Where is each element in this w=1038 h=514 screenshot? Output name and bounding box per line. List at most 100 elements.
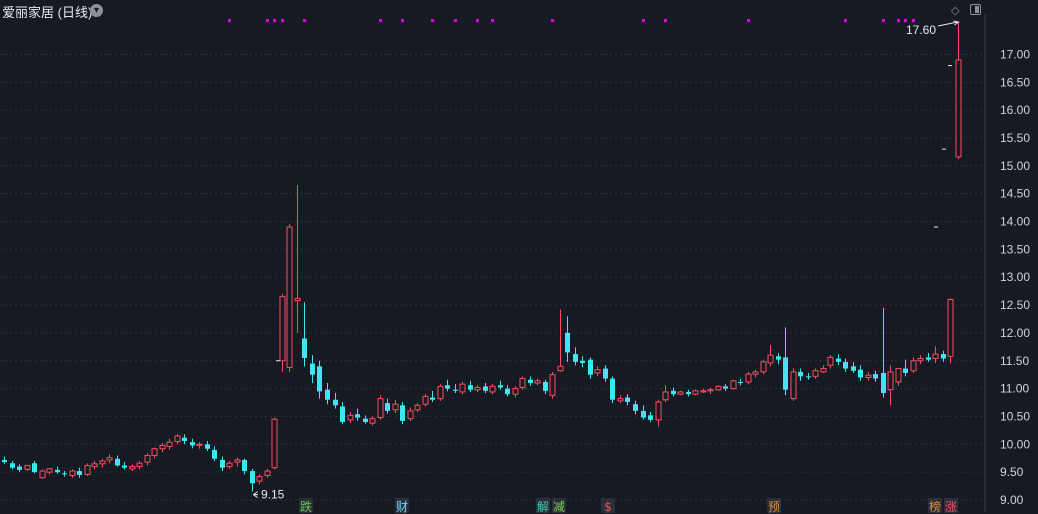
- candle: [325, 383, 330, 405]
- candle: [910, 357, 917, 374]
- event-marker[interactable]: 减: [552, 498, 566, 514]
- candle: [806, 373, 811, 380]
- candle: [926, 352, 931, 362]
- candle-body: [671, 390, 676, 395]
- chevron-down-icon[interactable]: ▾: [90, 4, 103, 17]
- event-marker-label: 解: [537, 500, 549, 514]
- high-annotation-line: [937, 21, 958, 27]
- candle-body: [662, 391, 669, 401]
- candle: [528, 376, 533, 386]
- candle-body: [498, 385, 503, 388]
- candle-body: [836, 358, 841, 362]
- candle-body: [302, 338, 307, 358]
- candle-body: [2, 459, 7, 463]
- candle: [903, 359, 908, 377]
- candle-body: [677, 391, 684, 395]
- y-tick-label: 12.50: [1000, 298, 1030, 312]
- candle: [865, 371, 872, 381]
- candle-body: [812, 370, 819, 377]
- candle: [798, 368, 803, 381]
- candle-body: [122, 465, 127, 468]
- signal-dot: [912, 19, 915, 22]
- candle: [24, 464, 31, 472]
- stock-title: 爱丽家居 (日线): [2, 5, 93, 20]
- candle-body: [543, 381, 548, 391]
- candle-body: [279, 296, 286, 362]
- candle: [271, 417, 278, 470]
- candle: [302, 302, 307, 367]
- candle: [437, 384, 444, 401]
- candle: [347, 411, 354, 424]
- y-tick-label: 13.50: [1000, 242, 1030, 256]
- signal-dot: [401, 19, 404, 22]
- candle-body: [776, 356, 781, 360]
- candle: [625, 394, 630, 406]
- candle-body: [437, 385, 444, 400]
- signal-dot: [551, 19, 554, 22]
- candle-body: [588, 359, 593, 375]
- event-marker-bg: [552, 498, 566, 513]
- signal-dot: [897, 19, 900, 22]
- candle: [543, 379, 548, 395]
- low-annotation-arrow: [252, 491, 258, 499]
- candle-body: [136, 462, 143, 468]
- event-marker[interactable]: $: [601, 498, 615, 514]
- event-marker[interactable]: 预: [767, 498, 781, 514]
- event-marker[interactable]: 跌: [299, 498, 313, 514]
- candle: [895, 368, 902, 386]
- candle-body: [144, 454, 151, 463]
- candle-body: [783, 357, 788, 390]
- candle-body: [422, 395, 429, 405]
- candle-body: [790, 371, 797, 400]
- event-marker[interactable]: 涨: [944, 498, 958, 514]
- candle-body: [557, 365, 564, 372]
- candle-body: [430, 397, 435, 400]
- candle: [363, 415, 368, 424]
- window-icon[interactable]: [970, 4, 981, 15]
- candle: [812, 368, 819, 379]
- candle-body: [414, 404, 421, 411]
- candle-body: [24, 464, 31, 470]
- candle: [932, 346, 939, 363]
- candle: [355, 408, 360, 421]
- candle: [505, 385, 510, 397]
- candle: [407, 407, 414, 421]
- candle-body: [820, 368, 827, 373]
- y-tick-label: 11.50: [1000, 354, 1029, 368]
- signal-dot: [642, 19, 645, 22]
- candle: [752, 369, 759, 378]
- candle: [790, 368, 797, 401]
- candle-body: [468, 385, 473, 390]
- candle-body: [317, 366, 322, 392]
- candle-body: [881, 373, 886, 394]
- candle: [144, 453, 151, 466]
- candle-body: [843, 361, 848, 369]
- candle-body: [190, 442, 195, 446]
- candle: [580, 356, 585, 368]
- candle: [122, 462, 127, 470]
- event-marker[interactable]: 解: [536, 498, 550, 514]
- candle: [858, 365, 863, 381]
- candle-body: [212, 449, 217, 459]
- candle-body: [767, 354, 774, 364]
- candle-body: [858, 369, 863, 378]
- candle: [430, 390, 435, 402]
- y-tick-label: 11.00: [1000, 382, 1029, 396]
- candle: [166, 438, 173, 450]
- candle: [422, 394, 429, 407]
- y-tick-label: 15.00: [1000, 159, 1030, 173]
- candle: [641, 405, 646, 420]
- candle-body: [617, 398, 624, 402]
- candle: [99, 458, 106, 468]
- candle: [881, 307, 886, 398]
- candle-body: [917, 358, 924, 362]
- candle-body: [686, 391, 691, 395]
- event-marker[interactable]: 榜: [928, 498, 942, 514]
- candle-body: [641, 410, 646, 418]
- candle-body: [625, 397, 630, 402]
- candle: [700, 388, 707, 394]
- diamond-icon[interactable]: ◇: [951, 5, 960, 17]
- candle-body: [594, 369, 601, 374]
- event-marker[interactable]: 财: [395, 498, 409, 514]
